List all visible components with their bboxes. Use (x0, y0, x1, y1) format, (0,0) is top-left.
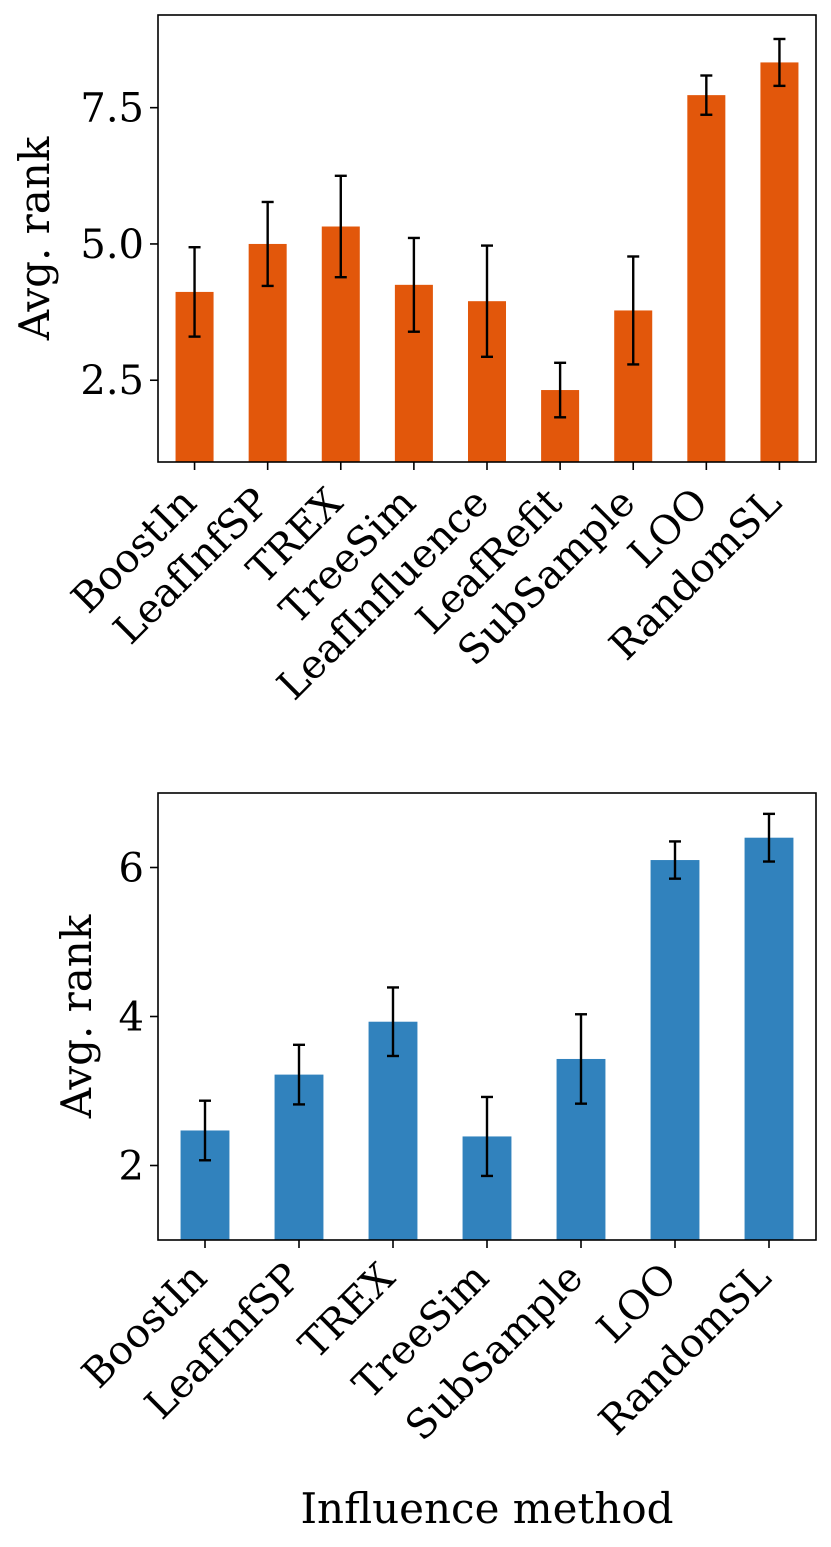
y-tick-label: 6 (119, 846, 144, 892)
y-tick-label: 2 (119, 1144, 144, 1190)
y-tick-label: 7.5 (80, 86, 144, 132)
bar-randomsl (760, 62, 799, 463)
y-tick-label: 5.0 (80, 222, 144, 268)
top-chart-panel: BoostInLeafInfSPTREXTreeSimLeafInfluence… (10, 14, 817, 709)
y-axis-title: Avg. rank (52, 914, 101, 1119)
y-tick-label: 2.5 (80, 358, 144, 404)
y-axis-title: Avg. rank (10, 136, 59, 341)
bottom-chart-panel: BoostInLeafInfSPTREXTreeSimSubSampleLOOR… (52, 792, 817, 1533)
plot-frame (157, 792, 817, 1241)
x-axis-title: Influence method (300, 1484, 673, 1533)
plot-frame (157, 14, 817, 463)
bar-loo (687, 95, 726, 462)
bar-randomsl (744, 837, 794, 1240)
bar-loo (650, 860, 700, 1240)
bar-trex (368, 1021, 418, 1240)
y-tick-label: 4 (119, 995, 144, 1041)
